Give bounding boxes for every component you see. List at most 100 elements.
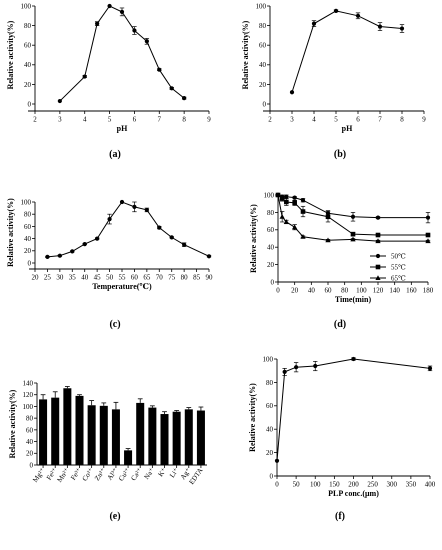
y-tick-label-f: 100 (263, 355, 274, 363)
data-point-a (132, 28, 137, 33)
x-tick-label-a: 5 (108, 116, 112, 124)
y-tick-label-e: 60 (26, 426, 34, 434)
bar-e (39, 399, 48, 465)
data-point-d (279, 213, 285, 219)
y-tick-label-e: 40 (26, 438, 34, 446)
data-point-c (206, 254, 212, 259)
y-tick-label-d: 20 (267, 261, 275, 269)
x-tick-label-f: 100 (310, 481, 321, 489)
data-point-f (274, 458, 280, 463)
data-point-a (144, 39, 149, 44)
y-tick-label-f: 20 (266, 449, 274, 457)
data-point-c (95, 236, 100, 241)
x-tick-label-e: Mg²⁺ (31, 466, 47, 484)
x-tick-label-f: 50 (293, 481, 301, 489)
x-tick-label-d: 160 (406, 287, 417, 295)
legend-marker-d (375, 275, 381, 280)
data-point-d (284, 194, 289, 199)
legend-d: 50℃ 55℃ 65℃ (370, 253, 406, 283)
y-tick-label-f: 0 (270, 472, 274, 480)
y-tick-label-c: 0 (28, 259, 32, 267)
x-tick-label-b: 2 (268, 116, 272, 124)
data-point-d (283, 219, 289, 224)
bar-e (160, 414, 169, 465)
x-tick-label-e: Zn²⁺ (93, 466, 108, 482)
bar-e (63, 388, 72, 465)
x-axis-label-f: PLP conc.(μm) (328, 489, 379, 498)
x-tick-label-d: 40 (308, 287, 316, 295)
data-point-a (107, 3, 112, 9)
x-tick-label-f: 150 (329, 481, 340, 489)
x-tick-label-b: 5 (334, 116, 338, 124)
y-tick-label-e: 0 (30, 461, 34, 469)
x-tick-label-c: 65 (143, 274, 151, 282)
bar-e (136, 402, 145, 465)
y-axis-label-e: Relative activity(%) (8, 389, 17, 458)
y-axis-label-d: Relative activity(%) (249, 204, 258, 273)
data-point-f (294, 365, 299, 370)
x-tick-label-d: 80 (341, 287, 349, 295)
series-f-0 (274, 356, 433, 463)
data-point-d (292, 224, 298, 230)
x-tick-label-c: 45 (94, 274, 102, 282)
y-tick-label-d: 0 (271, 278, 275, 286)
panel-label-d: (d) (334, 319, 346, 330)
y-tick-label-b: 0 (263, 100, 267, 108)
data-point-d (292, 195, 297, 200)
series-b-0 (289, 8, 405, 95)
y-tick-label-d: 40 (267, 244, 275, 252)
x-tick-label-a: 2 (33, 116, 37, 124)
y-axis-label-a: Relative activity(%) (6, 20, 15, 89)
data-point-c (45, 254, 50, 259)
y-tick-label-a: 0 (28, 100, 32, 108)
legend-marker-d (375, 253, 381, 259)
series-line-f (276, 358, 431, 461)
x-tick-label-c: 40 (81, 274, 89, 282)
panel-label-b: (b) (334, 149, 346, 160)
x-tick-label-c: 35 (69, 274, 77, 282)
bar-e (51, 397, 60, 465)
x-tick-label-b: 3 (290, 116, 294, 124)
bar-e (124, 450, 133, 465)
bar-e (99, 405, 108, 465)
x-tick-label-c: 55 (119, 274, 127, 282)
data-point-c (169, 235, 174, 240)
x-tick-label-f: 350 (406, 481, 417, 489)
panel-labels: (a) (b) (c) (d) (e) (f) (109, 149, 346, 522)
data-point-b (333, 8, 339, 13)
data-point-a (157, 67, 162, 72)
chart-e: 0 20 40 60 80 100 120 140 Relative activity(%) Mg… (8, 379, 207, 486)
data-point-d (375, 238, 381, 244)
x-tick-label-e: Mn²⁺ (56, 466, 72, 484)
data-point-c (119, 199, 125, 205)
data-point-c (82, 241, 87, 247)
x-tick-label-c: 25 (44, 274, 52, 282)
data-point-c (107, 216, 112, 222)
data-point-b (289, 90, 295, 95)
panel-label-f: (f) (335, 511, 345, 522)
x-tick-label-d: 180 (423, 287, 434, 295)
x-tick-label-d: 20 (291, 287, 299, 295)
x-tick-label-a: 7 (158, 116, 162, 124)
chart-d: 0 20 40 60 80 100 0 20 40 60 80 100 120 140 160 180 Time… (249, 191, 434, 304)
x-tick-label-b: 6 (356, 116, 360, 124)
y-tick-label-c: 20 (24, 247, 32, 255)
data-point-d (350, 214, 356, 219)
data-point-a (182, 96, 187, 101)
x-tick-label-f: 250 (367, 481, 378, 489)
chart-a: 0 20 40 60 80 100 2 3 4 5 6 7 8 9 pH Relative activity(… (6, 2, 211, 133)
y-tick-label-a: 20 (24, 81, 32, 89)
legend-marker-d (375, 264, 381, 270)
data-point-b (311, 21, 317, 26)
x-tick-label-d: 120 (373, 287, 384, 295)
y-tick-label-e: 100 (23, 403, 34, 411)
y-axis-label-f: Relative activity(%) (248, 383, 257, 452)
data-point-d (425, 215, 431, 220)
y-tick-label-f: 40 (266, 426, 274, 434)
x-axis-label-a: pH (117, 124, 128, 133)
panel-label-e: (e) (109, 511, 120, 522)
legend-label-d: 65℃ (391, 275, 406, 283)
data-point-c (57, 253, 62, 258)
x-axis-label-d: Time(min) (335, 295, 372, 304)
